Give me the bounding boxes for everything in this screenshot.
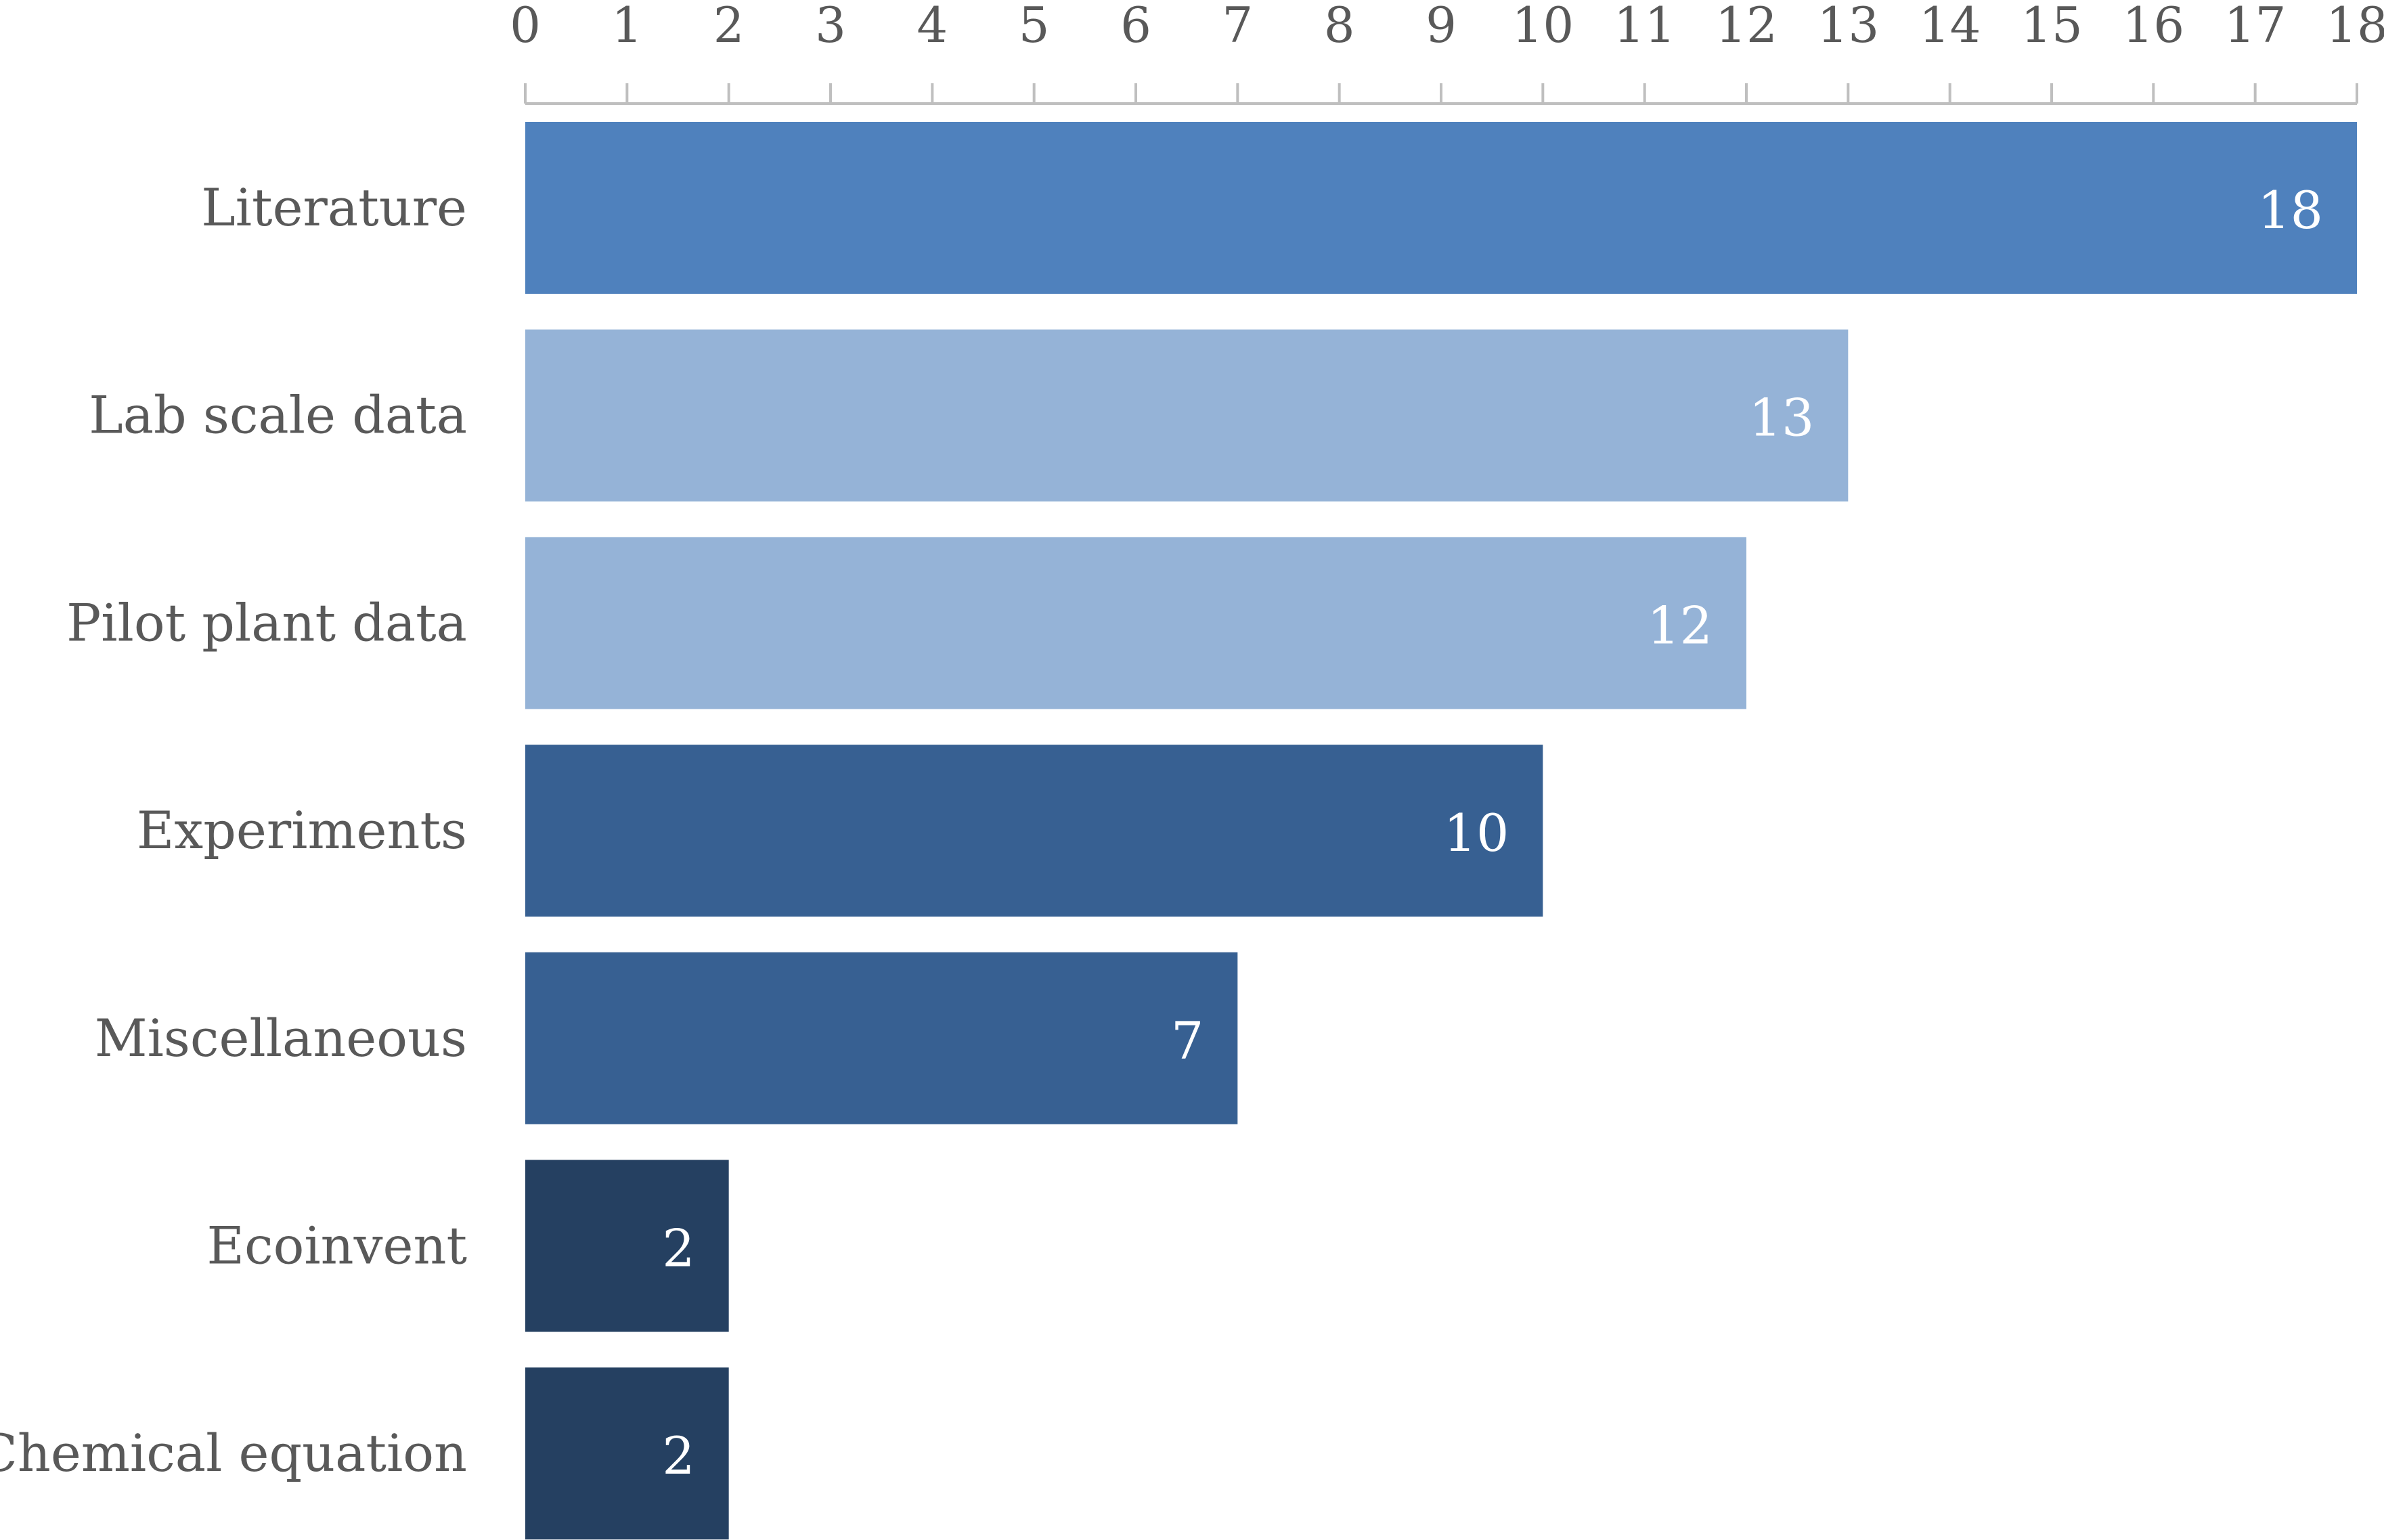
x-tick-label: 13 [1817,0,1880,53]
bar [525,1367,729,1540]
category-label: Chemical equation [0,1423,467,1483]
bar-value-label: 10 [1444,803,1509,863]
x-tick-label: 16 [2123,0,2185,53]
bar-value-label: 7 [1171,1011,1204,1071]
category-label: Literature [201,177,467,238]
bar-value-label: 12 [1647,595,1713,655]
x-tick-label: 10 [1512,0,1574,53]
x-tick-label: 17 [2224,0,2287,53]
bar-value-label: 13 [1749,388,1815,448]
bar-group: Pilot plant data 12 [66,537,1746,709]
x-tick-label: 1 [611,0,642,53]
bar [525,537,1746,709]
bar [525,122,2357,294]
x-tick-label: 7 [1222,0,1253,53]
category-label: Experiments [137,800,467,860]
bar-value-label: 2 [662,1218,694,1279]
bar [525,952,1238,1124]
bar-value-label: 18 [2257,180,2323,240]
x-tick-label: 4 [917,0,948,53]
category-label: Miscellaneous [95,1008,467,1068]
x-tick-label: 2 [713,0,745,53]
x-tick-label: 14 [1919,0,1981,53]
x-axis-ticks: 0 1 2 3 4 5 6 7 8 9 10 11 12 13 14 15 16 17 18 [510,0,2384,104]
x-tick-label: 15 [2021,0,2083,53]
x-tick-label: 11 [1614,0,1676,53]
category-label: Ecoinvent [207,1216,467,1276]
x-axis: 0 1 2 3 4 5 6 7 8 9 10 11 12 13 14 15 16 17 18 [510,0,2384,105]
bars: Literature 18 Lab scale data 13 Pilot plant … [0,122,2357,1540]
bar [525,745,1543,917]
bar [525,1160,729,1332]
x-tick-label: 12 [1715,0,1778,53]
bar-group: Miscellaneous 7 [95,952,1238,1124]
bar [525,329,1849,502]
x-tick-label: 8 [1324,0,1355,53]
bar-group: Literature 18 [201,122,2357,294]
bar-group: Lab scale data 13 [89,329,1849,502]
bar-value-label: 2 [662,1426,694,1486]
x-tick-label: 5 [1019,0,1050,53]
category-label: Lab scale data [89,385,467,445]
x-tick-label: 6 [1120,0,1151,53]
bar-group: Chemical equation 2 [0,1367,729,1540]
x-tick-label: 9 [1426,0,1457,53]
category-label: Pilot plant data [66,592,467,653]
bar-group: Experiments 10 [137,745,1543,917]
bar-group: Ecoinvent 2 [207,1160,729,1332]
x-tick-label: 18 [2326,0,2384,53]
x-tick-label: 0 [510,0,541,53]
x-tick-label: 3 [815,0,846,53]
